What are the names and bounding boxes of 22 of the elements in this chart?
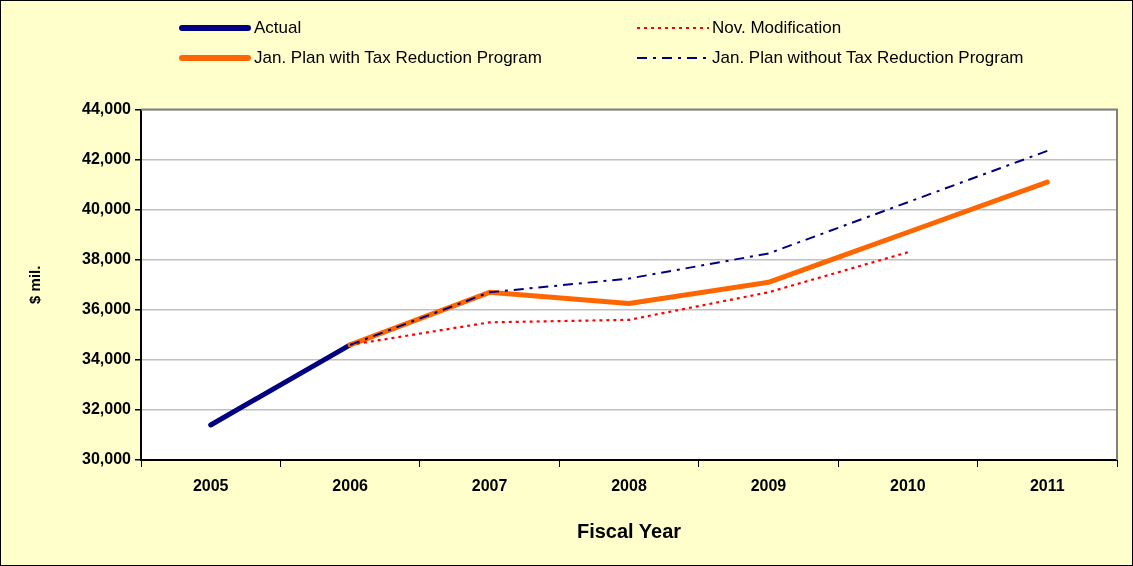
x-tick-label: 2008 [611,477,647,495]
legend-label: Actual [254,18,302,38]
x-tick-label: 2011 [1029,477,1065,495]
x-axis-title: Fiscal Year [576,519,682,542]
y-tick-label: 32,000 [82,400,132,418]
legend-label: Nov. Modification [712,18,842,38]
y-tick-label: 44,000 [82,100,132,118]
legend-label: Jan. Plan with Tax Reduction Program [254,48,542,68]
y-tick-label: 42,000 [82,150,132,168]
y-axis-title: $ mil. [26,265,44,304]
legend-label: Jan. Plan without Tax Reduction Program [712,48,1024,68]
x-tick-label: 2005 [192,477,229,495]
y-tick-label: 36,000 [82,300,132,318]
x-tick-label: 2006 [332,477,369,495]
line-series [349,251,909,346]
y-tick-label: 40,000 [82,200,132,218]
y-tick-label: 30,000 [82,450,132,468]
x-tick-label: 2007 [471,477,508,495]
x-tick-label: 2009 [750,477,787,495]
y-tick-label: 34,000 [82,350,132,368]
y-tick-label: 38,000 [82,250,132,268]
x-tick-label: 2010 [890,477,926,495]
